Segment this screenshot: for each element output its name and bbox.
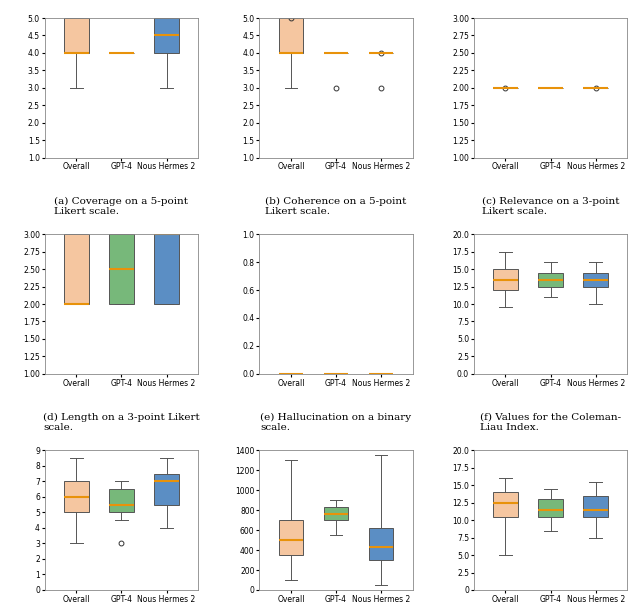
Text: (b) Coherence on a 5-point
Likert scale.: (b) Coherence on a 5-point Likert scale. [266, 197, 406, 216]
PathPatch shape [64, 234, 89, 304]
Text: (d) Length on a 3-point Likert
scale.: (d) Length on a 3-point Likert scale. [43, 413, 200, 432]
PathPatch shape [64, 18, 89, 53]
PathPatch shape [109, 489, 134, 512]
PathPatch shape [493, 492, 518, 517]
Text: (c) Relevance on a 3-point
Likert scale.: (c) Relevance on a 3-point Likert scale. [482, 197, 620, 216]
PathPatch shape [583, 496, 608, 517]
PathPatch shape [493, 269, 518, 290]
PathPatch shape [154, 234, 179, 304]
Text: (f) Values for the Coleman-
Liau Index.: (f) Values for the Coleman- Liau Index. [480, 413, 621, 432]
PathPatch shape [324, 507, 348, 520]
PathPatch shape [278, 520, 303, 555]
PathPatch shape [154, 474, 179, 504]
PathPatch shape [154, 18, 179, 53]
PathPatch shape [369, 528, 394, 560]
Text: (e) Hallucination on a binary
scale.: (e) Hallucination on a binary scale. [260, 413, 412, 432]
PathPatch shape [109, 234, 134, 304]
Text: (a) Coverage on a 5-point
Likert scale.: (a) Coverage on a 5-point Likert scale. [54, 197, 188, 216]
PathPatch shape [583, 273, 608, 287]
PathPatch shape [538, 273, 563, 287]
PathPatch shape [538, 499, 563, 517]
PathPatch shape [278, 18, 303, 53]
PathPatch shape [64, 482, 89, 512]
